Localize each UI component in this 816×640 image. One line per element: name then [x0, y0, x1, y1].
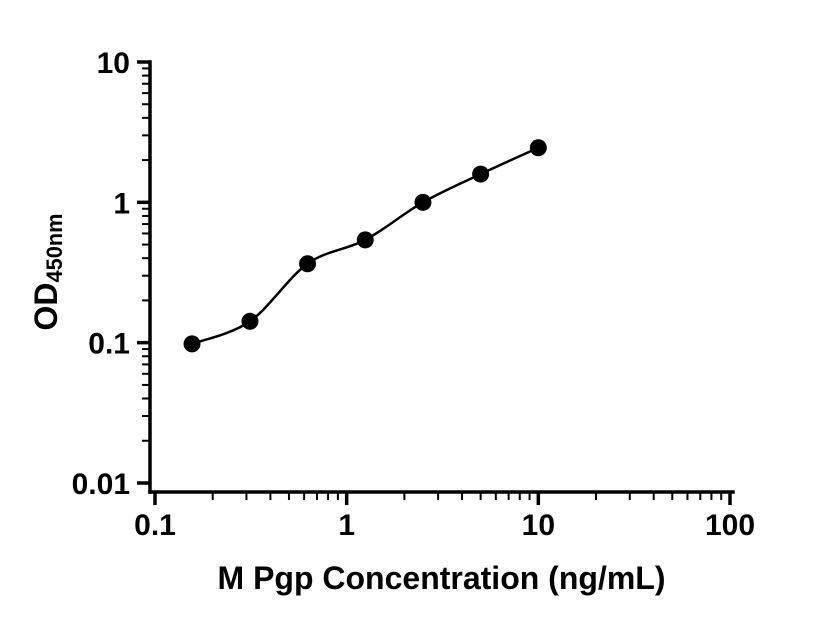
y-axis-title-sub: 450nm [41, 213, 67, 283]
x-tick-label: 1 [338, 509, 355, 542]
data-point [183, 335, 201, 353]
data-point [299, 255, 317, 273]
x-tick-label: 100 [705, 509, 755, 542]
y-tick-label: 10 [97, 47, 130, 80]
data-point [472, 165, 490, 183]
y-tick-label: 1 [113, 187, 130, 220]
data-point [241, 312, 259, 330]
data-point [414, 193, 432, 211]
y-axis-title-main: OD [28, 282, 64, 331]
axes [148, 60, 735, 494]
y-tick-label: 0.1 [88, 328, 130, 361]
y-axis-title: OD450nm [24, 152, 68, 392]
data-point [529, 139, 547, 157]
data-points [183, 139, 547, 353]
y-tick-label: 0.01 [72, 468, 130, 501]
x-tick-label: 0.1 [134, 509, 176, 542]
data-point [356, 231, 374, 249]
x-ticks: 0.1 1 10 100 [134, 492, 755, 542]
x-axis-title: M Pgp Concentration (ng/mL) [217, 560, 666, 596]
x-tick-label: 10 [522, 509, 555, 542]
y-ticks: 0.01 0.1 1 10 [72, 47, 150, 501]
